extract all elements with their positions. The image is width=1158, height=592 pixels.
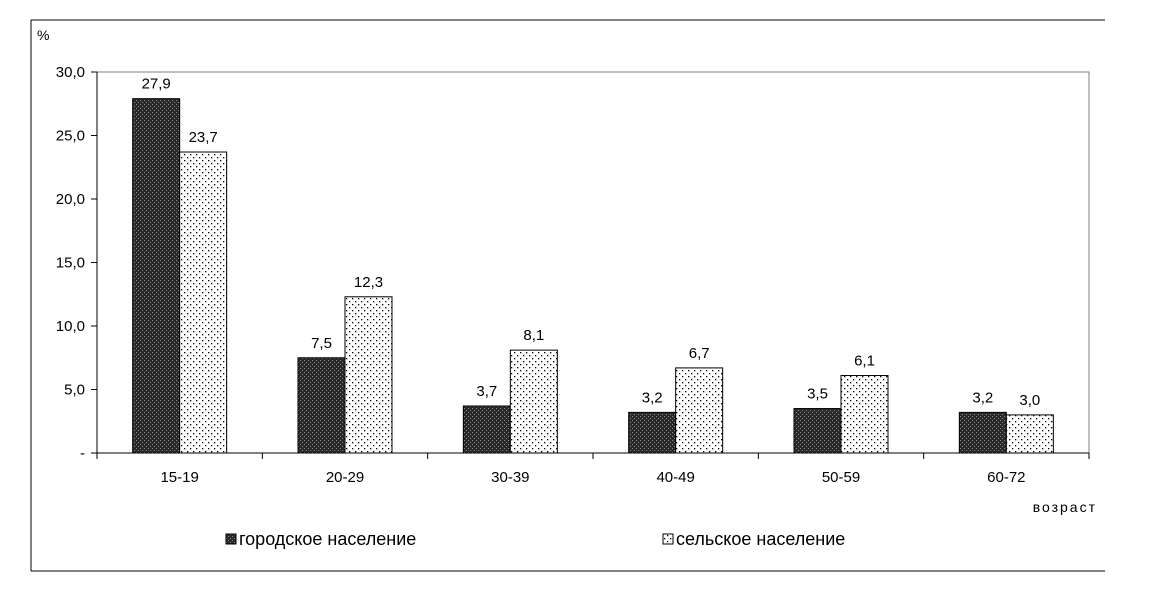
x-tick-label: 50-59 [822,469,860,486]
x-tick-label: 30-39 [491,469,529,486]
bar-urban [462,405,511,454]
bar-rural [179,151,228,454]
y-tick-label: 20,0 [56,191,85,208]
x-tick-label: 20-29 [326,469,364,486]
y-tick-label: 5,0 [64,382,85,399]
y-tick-label: 30,0 [56,64,85,81]
data-label-rural: 8,1 [523,327,544,344]
bar-rural [509,349,558,454]
legend-swatch-rural [662,533,674,545]
y-tick-label: 10,0 [56,318,85,335]
legend: городское население сельское население [225,529,845,549]
data-label-rural: 23,7 [189,129,218,146]
y-tick-label: 15,0 [56,255,85,272]
data-label-rural: 3,0 [1019,392,1040,409]
bars [132,98,1054,454]
bar-urban [297,357,346,454]
data-label-urban: 7,5 [311,335,332,352]
legend-swatch-urban [225,533,237,545]
data-label-urban: 3,2 [642,389,663,406]
data-label-urban: 3,5 [807,386,828,403]
data-labels: 27,9 23,7 7,5 12,3 3,7 8,1 3,2 6,7 3,5 6,1 3,2 3,0 [142,76,1041,409]
bar-rural [675,367,724,454]
bar-urban [958,411,1007,454]
bar-rural [344,296,393,454]
x-tick-label: 15-19 [160,469,198,486]
data-label-rural: 6,7 [689,345,710,362]
bar-urban [628,411,677,454]
y-tick-label: - [80,445,85,462]
data-label-urban: 27,9 [142,76,171,93]
bar-urban [132,98,181,454]
data-label-urban: 3,7 [476,383,497,400]
data-label-rural: 6,1 [854,353,875,370]
bar-urban [793,408,842,454]
x-tick-label: 40-49 [656,469,694,486]
y-axis-title: % [37,27,49,43]
legend-label-rural: сельское население [676,529,845,549]
data-label-rural: 12,3 [354,274,383,291]
legend-label-urban: городское население [239,529,416,549]
axes: - 5,0 10,0 15,0 20,0 25,0 30,0 15-19 20-29 30-39 4… [56,64,1090,486]
bar-rural [1005,414,1054,454]
plot-area [96,71,1090,454]
data-label-urban: 3,2 [972,389,993,406]
bar-rural [840,375,889,454]
x-axis-title: возраст [1033,499,1097,515]
x-tick-label: 60-72 [987,469,1025,486]
y-tick-label: 25,0 [56,128,85,145]
